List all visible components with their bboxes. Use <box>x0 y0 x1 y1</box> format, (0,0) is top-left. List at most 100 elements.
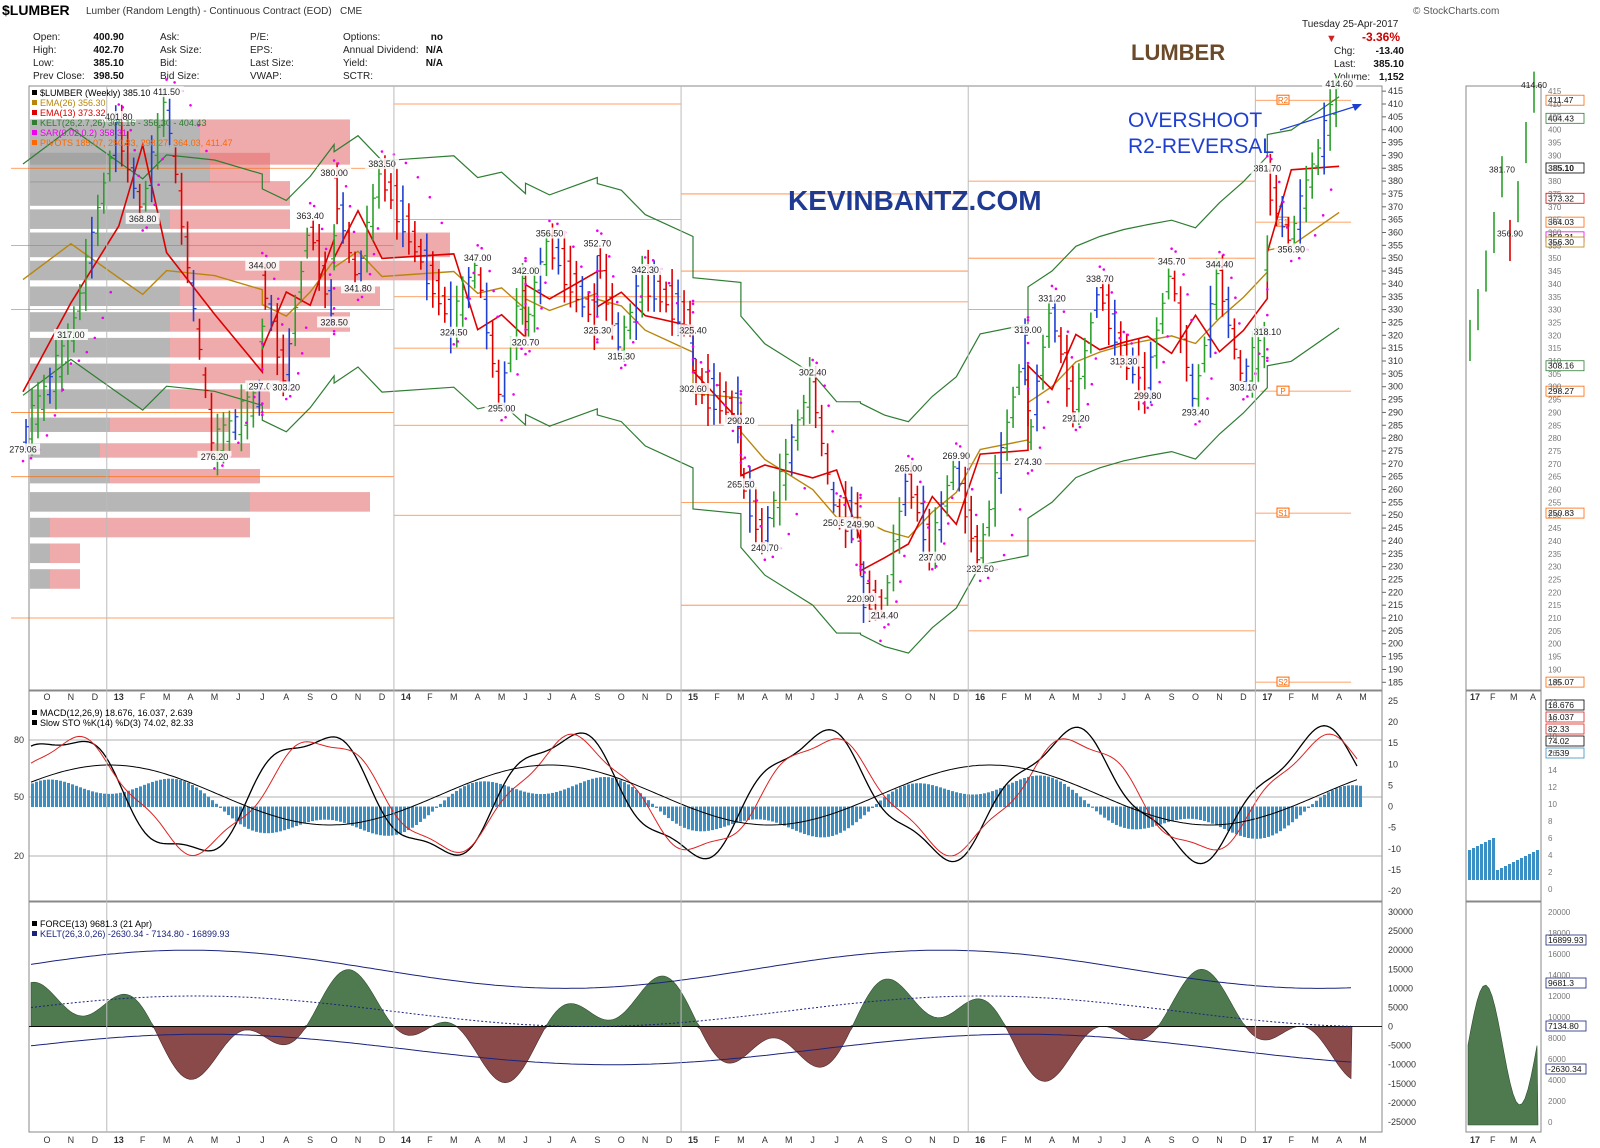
macd-histogram-bar <box>907 784 910 808</box>
inset-y-tick: 395 <box>1548 139 1562 148</box>
sar-dot <box>1234 296 1237 300</box>
macd-histogram-bar <box>327 806 330 820</box>
macd-histogram-bar <box>475 782 478 808</box>
sar-dot <box>863 571 866 574</box>
sar-dot <box>468 297 472 300</box>
macd-histogram-bar <box>491 782 494 808</box>
sar-dot <box>675 301 679 305</box>
sar-dot <box>548 219 551 223</box>
macd-histogram-bar <box>1331 790 1334 808</box>
x-tick-label: M <box>1311 1135 1319 1145</box>
x-tick-label: A <box>188 692 194 702</box>
swing-label-bg <box>532 227 567 239</box>
x-tick-label: M <box>450 692 458 702</box>
macd-histogram-bar <box>607 777 610 808</box>
sar-dot <box>1162 360 1165 364</box>
macd-histogram-bar <box>1067 786 1070 808</box>
inset-y-tick: 400 <box>1548 126 1562 135</box>
sar-dot <box>715 383 719 387</box>
sar-dot <box>464 317 468 320</box>
legend-label: $LUMBER (Weekly) 385.10 <box>40 88 150 98</box>
volume-by-price-bar <box>170 312 350 332</box>
swing-label-bg <box>604 350 639 362</box>
macd-histogram-bar <box>1135 806 1138 830</box>
macd-histogram-bar <box>439 803 442 808</box>
y-tick-label: 360 <box>1388 228 1403 238</box>
macd-histogram-bar <box>211 800 214 808</box>
macd-histogram-bar <box>671 806 674 822</box>
macd-tick-label: 20 <box>1388 717 1398 727</box>
swing-label-bg <box>1250 162 1285 174</box>
swing-label-bg <box>1202 258 1237 270</box>
sar-dot <box>1110 291 1114 294</box>
macd-tag <box>1545 699 1585 711</box>
macd-histogram-bar <box>1047 776 1050 808</box>
sar-dot <box>1285 226 1289 229</box>
swing-label-bg <box>843 593 878 605</box>
macd-histogram-bar <box>919 783 922 808</box>
macd-histogram-bar <box>1183 806 1186 819</box>
inset-macd-bar <box>1468 850 1471 880</box>
macd-histogram-bar <box>819 806 822 838</box>
swing-label: 414.60 <box>1325 79 1353 89</box>
sar-dot <box>974 513 978 517</box>
macd-histogram-bar <box>879 800 882 808</box>
macd-histogram-bar <box>931 785 934 808</box>
macd-histogram-bar <box>1111 806 1114 823</box>
sar-dot <box>572 245 575 248</box>
inset-y-tick: 200 <box>1548 640 1562 649</box>
sar-dot <box>1246 395 1249 398</box>
x-tick-label: N <box>642 692 649 702</box>
force-tick-label: 10000 <box>1388 983 1413 993</box>
y-tick-label: 270 <box>1388 459 1403 469</box>
macd-histogram-bar <box>499 783 502 808</box>
sar-dot <box>923 500 926 504</box>
macd-histogram-bar <box>1347 785 1350 808</box>
volume-by-price-bar <box>30 389 170 409</box>
legend-swatch <box>32 710 37 715</box>
sar-dot <box>895 600 898 603</box>
sar-dot <box>348 204 352 208</box>
sar-dot <box>1142 402 1145 405</box>
macd-histogram-bar <box>527 792 530 808</box>
macd-histogram-bar <box>1323 794 1326 808</box>
inset-y-tick: 215 <box>1548 601 1562 610</box>
sar-dot <box>771 555 775 559</box>
legend-swatch <box>32 931 37 936</box>
y-tick-label: 395 <box>1388 138 1403 148</box>
sar-dot <box>699 361 703 364</box>
sar-dot <box>237 441 240 445</box>
x-tick-label: M <box>211 1135 219 1145</box>
sar-dot <box>1114 311 1118 314</box>
macd-histogram-bar <box>399 806 402 834</box>
swing-label-bg <box>317 316 352 328</box>
macd-histogram-bar <box>679 806 682 826</box>
macd-histogram-bar <box>419 806 422 822</box>
legend-label: SAR(0.02,0.2) 358.31 <box>40 128 127 138</box>
y-tick-label: 415 <box>1388 86 1403 96</box>
swing-label-bg <box>867 609 902 621</box>
sar-dot <box>935 565 938 568</box>
sar-dot <box>308 201 312 205</box>
x-tick-label: J <box>834 1135 839 1145</box>
x-tick-label: A <box>570 1135 576 1145</box>
inset-y-tick: 320 <box>1548 331 1562 340</box>
sar-dot <box>440 221 444 225</box>
legend-label: PIVOTS 185.07, 250.83, 298.27, 364.03, 4… <box>40 138 232 148</box>
macd-histogram-bar <box>111 793 114 808</box>
macd-histogram-bar <box>871 806 874 809</box>
sar-dot <box>1130 342 1134 345</box>
x-tick-label: 16 <box>975 692 985 702</box>
exchange: CME <box>340 6 363 17</box>
sar-dot <box>970 487 974 491</box>
swing-label: 302.40 <box>799 368 827 378</box>
macd-histogram-bar <box>1179 806 1182 820</box>
sar-dot <box>759 524 763 528</box>
inset-y-tick: 375 <box>1548 190 1562 199</box>
sar-dot <box>1010 533 1014 537</box>
sar-dot <box>300 352 304 355</box>
sar-dot <box>276 297 280 301</box>
arrow-head-icon <box>1352 104 1362 111</box>
force-kelt-middle <box>30 995 1352 1027</box>
macd-histogram-bar <box>763 806 766 820</box>
